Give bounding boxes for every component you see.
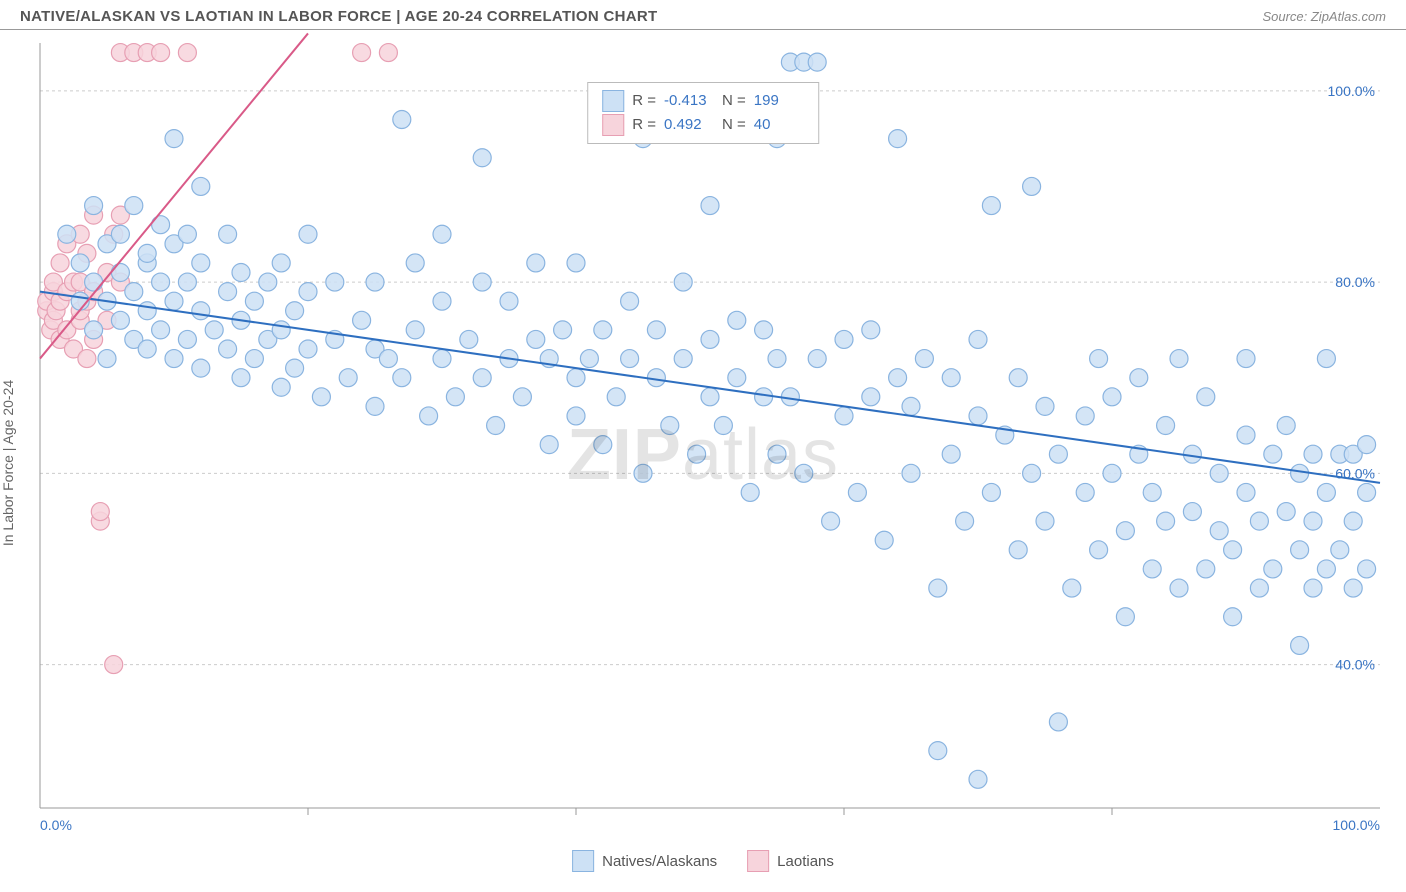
legend-series: Natives/Alaskans Laotians [572, 850, 834, 872]
legend-n-label: N = [722, 113, 746, 137]
legend-stat-row: R = -0.413 N = 199 [602, 89, 804, 113]
scatter-plot: 40.0%60.0%80.0%100.0%0.0%100.0% [0, 30, 1406, 880]
chart-container: NATIVE/ALASKAN VS LAOTIAN IN LABOR FORCE… [0, 0, 1406, 892]
legend-swatch [602, 114, 624, 136]
legend-stats: R = -0.413 N = 199 R = 0.492 N = 40 [587, 82, 819, 144]
svg-text:40.0%: 40.0% [1335, 657, 1375, 673]
legend-r-value: -0.413 [664, 89, 714, 113]
chart-title: NATIVE/ALASKAN VS LAOTIAN IN LABOR FORCE… [20, 8, 657, 25]
legend-n-label: N = [722, 89, 746, 113]
legend-swatch [747, 850, 769, 872]
legend-swatch [602, 90, 624, 112]
chart-header: NATIVE/ALASKAN VS LAOTIAN IN LABOR FORCE… [0, 0, 1406, 30]
legend-r-label: R = [632, 113, 656, 137]
legend-series-label: Laotians [777, 853, 834, 870]
legend-r-label: R = [632, 89, 656, 113]
legend-swatch [572, 850, 594, 872]
legend-stat-row: R = 0.492 N = 40 [602, 113, 804, 137]
legend-n-value: 40 [754, 113, 804, 137]
svg-text:80.0%: 80.0% [1335, 274, 1375, 290]
legend-series-label: Natives/Alaskans [602, 853, 717, 870]
svg-text:0.0%: 0.0% [40, 817, 72, 833]
legend-n-value: 199 [754, 89, 804, 113]
legend-series-item: Laotians [747, 850, 834, 872]
chart-body: In Labor Force | Age 20-24 40.0%60.0%80.… [0, 30, 1406, 880]
svg-text:100.0%: 100.0% [1333, 817, 1380, 833]
legend-r-value: 0.492 [664, 113, 714, 137]
svg-text:100.0%: 100.0% [1328, 83, 1375, 99]
legend-series-item: Natives/Alaskans [572, 850, 717, 872]
chart-source: Source: ZipAtlas.com [1262, 9, 1386, 24]
